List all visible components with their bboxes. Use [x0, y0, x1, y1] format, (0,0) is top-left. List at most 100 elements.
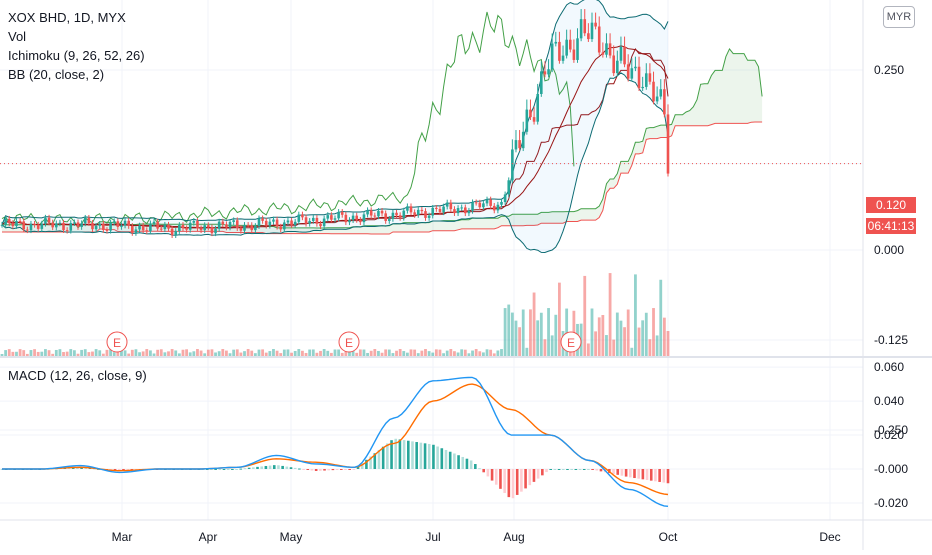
volume-bar [655, 335, 659, 356]
candle-body [326, 215, 330, 219]
volume-bar [145, 349, 149, 356]
candle-body [402, 210, 406, 218]
volume-bar [362, 349, 366, 356]
candle-body [18, 220, 22, 222]
volume-bar [626, 309, 630, 356]
candle-body [525, 109, 529, 132]
volume-bar [402, 351, 406, 356]
macd-histogram-bar [226, 469, 230, 470]
candle-body [297, 214, 301, 222]
candle-body [138, 225, 141, 230]
ichimoku-lagging-line [1, 11, 575, 229]
macd-histogram-bar [394, 438, 398, 469]
legend-volume[interactable]: Vol [8, 29, 27, 44]
volume-bar [120, 349, 123, 356]
volume-bar [482, 352, 485, 356]
volume-bar [250, 350, 254, 356]
legend-ichimoku[interactable]: Ichimoku (9, 26, 52, 26) [8, 48, 145, 63]
macd-histogram-bar [423, 443, 427, 469]
candle-body [380, 210, 384, 214]
candle-body [489, 199, 492, 206]
volume-bar [196, 349, 199, 356]
volume-bar [471, 350, 474, 356]
candle-body [123, 220, 127, 226]
candle-body [659, 89, 663, 97]
volume-bar [539, 312, 543, 356]
volume-bar [36, 351, 40, 356]
macd-histogram-bar [658, 469, 661, 482]
candle-body [33, 223, 36, 225]
candle-body [623, 46, 626, 65]
volume-bar [384, 349, 388, 356]
macd-legend[interactable]: MACD (12, 26, close, 9) [8, 368, 147, 383]
volume-bar [15, 351, 18, 356]
candle-body [102, 223, 105, 231]
candle-body [11, 223, 15, 227]
earnings-marker [338, 331, 360, 353]
macd-histogram-bar [587, 469, 590, 470]
candle-body [15, 220, 18, 227]
volume-bar [293, 351, 297, 356]
volume-bar [623, 327, 626, 356]
candle-body [413, 212, 416, 215]
candle-body [554, 41, 558, 44]
volume-bar [159, 349, 163, 356]
legend-bollinger[interactable]: BB (20, close, 2) [8, 67, 105, 82]
candle-body [398, 215, 402, 218]
candle-body [655, 96, 659, 102]
candle-body [558, 41, 561, 61]
volume-bar [272, 349, 275, 356]
candle-body [616, 60, 619, 74]
currency-button[interactable]: MYR [883, 6, 915, 28]
volume-bar [101, 353, 105, 356]
macd-histogram-bar [561, 469, 565, 470]
candle-body [109, 222, 112, 231]
volume-bar [174, 350, 178, 356]
volume-bar [0, 354, 4, 356]
candle-body [612, 55, 616, 74]
macd-histogram-bar [377, 449, 381, 469]
volume-bar [329, 352, 333, 356]
volume-bar [380, 352, 384, 356]
volume-bar [344, 350, 348, 356]
volume-bar [500, 349, 503, 356]
candle-body [391, 212, 395, 219]
volume-bar [369, 350, 373, 356]
volume-bar [612, 339, 616, 356]
macd-axis-label: 0.020 [874, 428, 904, 442]
symbol-title[interactable]: XOX BHD, 1D, MYX [8, 10, 126, 25]
earnings-marker-label: E [113, 336, 121, 350]
macd-histogram-bar [205, 469, 209, 470]
candle-body [540, 71, 543, 94]
macd-histogram-bar [469, 460, 473, 469]
candle-body [420, 209, 424, 212]
macd-histogram-bar [218, 469, 222, 470]
candle-body [156, 221, 159, 229]
macd-histogram-bar [599, 469, 603, 472]
volume-bar [72, 350, 76, 356]
macd-histogram-bar [549, 469, 553, 470]
volume-bar [478, 351, 482, 356]
candle-body [587, 33, 590, 40]
macd-histogram-bar [243, 468, 247, 470]
volume-bar [507, 304, 511, 356]
volume-bar [586, 343, 590, 356]
volume-bar [634, 274, 637, 356]
volume-bar [25, 353, 29, 356]
macd-histogram-bar [662, 469, 666, 483]
volume-bar [80, 349, 84, 356]
volume-bar [311, 349, 315, 356]
volume-bar [51, 353, 55, 356]
candle-body [359, 219, 362, 223]
volume-bar [503, 308, 507, 356]
candle-body [141, 225, 145, 231]
candle-body [644, 73, 648, 87]
volume-bar [453, 351, 456, 356]
volume-bar [163, 352, 167, 356]
macd-histogram-bar [84, 467, 88, 469]
macd-histogram-bar [369, 456, 372, 469]
candle-body [409, 206, 413, 213]
volume-bar [47, 350, 51, 356]
